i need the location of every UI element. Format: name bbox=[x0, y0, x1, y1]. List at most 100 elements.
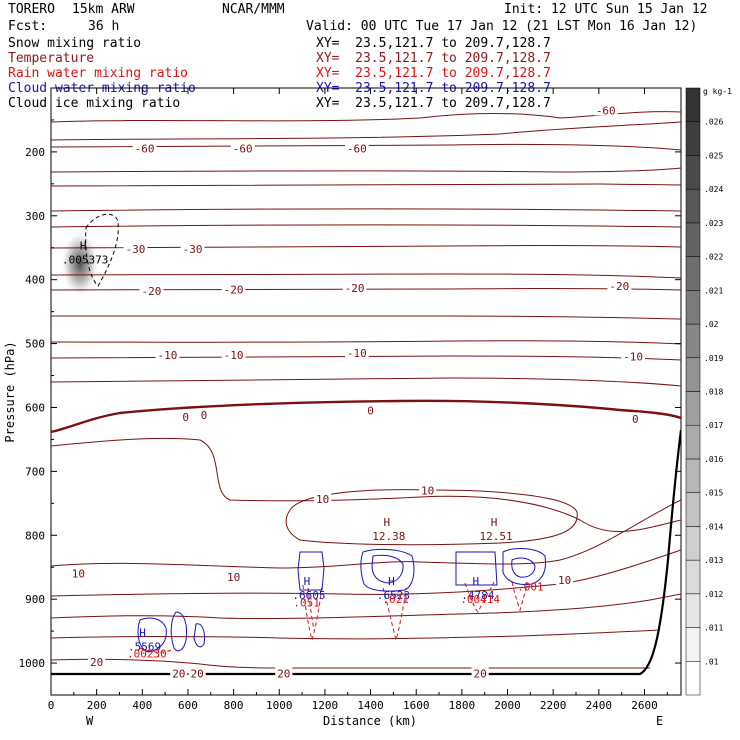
y-tick-label: 800 bbox=[25, 529, 45, 542]
end-label-left: W bbox=[86, 714, 94, 728]
x-tick-label: 200 bbox=[87, 699, 107, 712]
temperature-label-bg bbox=[419, 484, 437, 496]
temperature-label-bg bbox=[180, 243, 205, 255]
y-tick-label: 700 bbox=[25, 465, 45, 478]
isotherm-line bbox=[51, 593, 681, 620]
rain-contour bbox=[511, 581, 528, 612]
temperature-label: 10 bbox=[227, 571, 240, 584]
x-tick-label: 0 bbox=[48, 699, 55, 712]
isotherm-line bbox=[285, 489, 578, 546]
colorbar: .01 .011 .012 .013 .014 .015 .016 .017 .018 .019.… bbox=[685, 87, 723, 696]
y-tick-label: 1000 bbox=[19, 657, 46, 670]
colorbar-swatch bbox=[685, 155, 701, 190]
colorbar-tick-label: .026 bbox=[704, 118, 723, 127]
colorbar-tick-label: .019 bbox=[704, 354, 723, 363]
temperature-label-bg bbox=[221, 283, 246, 295]
legend-cloud-ice-label: Cloud ice mixing ratio bbox=[8, 96, 181, 111]
temperature-label-bg bbox=[170, 667, 188, 679]
isotherm-line bbox=[51, 340, 681, 345]
rain-label: .00230 bbox=[127, 647, 167, 660]
legend-temperature-label: Temperature bbox=[8, 51, 95, 66]
model-resolution: 15km ARW bbox=[72, 2, 135, 17]
isotherm-line bbox=[51, 111, 681, 123]
temperature-label-bg bbox=[593, 104, 618, 116]
temperature-label-bg bbox=[275, 667, 293, 679]
temperature-label: 10 bbox=[558, 574, 571, 587]
temperature-label: 0 bbox=[632, 413, 639, 426]
cloud-water-contour bbox=[360, 548, 415, 592]
temperature-label-bg bbox=[198, 409, 210, 421]
colorbar-tick-label: .012 bbox=[704, 590, 723, 599]
legend-rain-xy: XY= 23.5,121.7 to 209.7,128.7 bbox=[316, 66, 551, 81]
isotherm-line bbox=[51, 499, 681, 569]
temperature-labels: -60 -60 -60 -60 -30 -30 -20 -20 -20 -20 -10 -10 -10 -… bbox=[69, 104, 645, 680]
isotherm-line bbox=[51, 208, 681, 212]
legend-snow-xy: XY= 23.5,121.7 to 209.7,128.7 bbox=[316, 36, 551, 51]
cloud-water-contour bbox=[371, 554, 404, 584]
colorbar-swatch bbox=[685, 526, 701, 561]
temperature-label-bg bbox=[155, 349, 180, 361]
high-value: .005373 bbox=[62, 253, 108, 266]
high-value: 12.51 bbox=[480, 530, 513, 543]
y-tick-label: 900 bbox=[25, 593, 45, 606]
legend-temperature-xy: XY= 23.5,121.7 to 209.7,128.7 bbox=[316, 51, 551, 66]
y-axis-label: Pressure (hPa) bbox=[3, 341, 17, 442]
temperature-label-bg bbox=[342, 281, 367, 293]
x-axis: 0 200 400 600 800 1000 1200 1400 1600 1800 2000 220… bbox=[48, 88, 668, 712]
colorbar-swatch bbox=[685, 627, 701, 662]
colorbar-swatch bbox=[685, 424, 701, 460]
zero-isotherm bbox=[51, 399, 681, 434]
x-tick-label: 1800 bbox=[449, 699, 476, 712]
temperature-label-bg bbox=[123, 243, 148, 255]
y-tick-label: 600 bbox=[25, 401, 45, 414]
temperature-label: -60 bbox=[233, 143, 253, 156]
snow-contour bbox=[85, 213, 119, 287]
isotherm-line bbox=[51, 273, 681, 279]
x-tick-label: 1600 bbox=[403, 699, 430, 712]
high-value: .6605 bbox=[292, 589, 325, 602]
colorbar-tick-label: .013 bbox=[704, 556, 723, 565]
colorbar-swatch bbox=[685, 222, 701, 257]
rain-contour bbox=[464, 581, 495, 613]
temperature-label: -10 bbox=[623, 350, 643, 363]
rain-contours bbox=[139, 581, 528, 653]
temperature-label-bg bbox=[225, 570, 243, 582]
high-value: .5569 bbox=[128, 641, 161, 654]
plot-frame bbox=[50, 87, 682, 696]
isotherm-line bbox=[51, 183, 681, 187]
x-tick-label: 1400 bbox=[357, 699, 384, 712]
high-labels: H12.38H12.51H.005373H.5569H.6605H.6523H.… bbox=[62, 239, 513, 653]
legend-cloud-water-label: Cloud water mixing ratio bbox=[8, 81, 196, 96]
colorbar-swatch bbox=[685, 559, 701, 595]
temperature-label: 20 bbox=[172, 667, 185, 680]
x-tick-label: 2000 bbox=[494, 699, 521, 712]
cloud-water-contour bbox=[170, 611, 187, 652]
colorbar-tick-label: .02 bbox=[704, 320, 719, 329]
x-tick-label: 600 bbox=[178, 699, 198, 712]
legend-snow-label: Snow mixing ratio bbox=[8, 36, 142, 51]
x-tick-label: 1200 bbox=[312, 699, 339, 712]
x-tick-label: 800 bbox=[224, 699, 244, 712]
temperature-label: 20 bbox=[277, 667, 290, 680]
y-tick-label: 400 bbox=[25, 274, 45, 287]
x-tick-label: 2600 bbox=[631, 699, 658, 712]
rain-label: .001 bbox=[517, 580, 544, 593]
colorbar-tick-label: .017 bbox=[704, 421, 723, 430]
colorbar-swatch bbox=[685, 121, 701, 156]
colorbar-unit: g kg-1 bbox=[703, 87, 732, 96]
temperature-label-bg bbox=[365, 404, 376, 416]
isotherm-line bbox=[51, 549, 681, 597]
colorbar-tick-label: .024 bbox=[704, 185, 723, 194]
isotherm-line bbox=[51, 315, 681, 320]
temperature-label: -20 bbox=[141, 285, 161, 298]
rain-label: .021 bbox=[382, 593, 409, 606]
temperature-label-bg bbox=[221, 349, 246, 361]
temperature-label-bg bbox=[630, 412, 641, 424]
y-tick-label: 500 bbox=[25, 338, 45, 351]
center-name: NCAR/MMM bbox=[222, 2, 285, 17]
legend-cloud-ice-xy: XY= 23.5,121.7 to 209.7,128.7 bbox=[316, 96, 551, 111]
isotherm-line bbox=[51, 437, 681, 532]
isotherm-line bbox=[51, 629, 661, 640]
